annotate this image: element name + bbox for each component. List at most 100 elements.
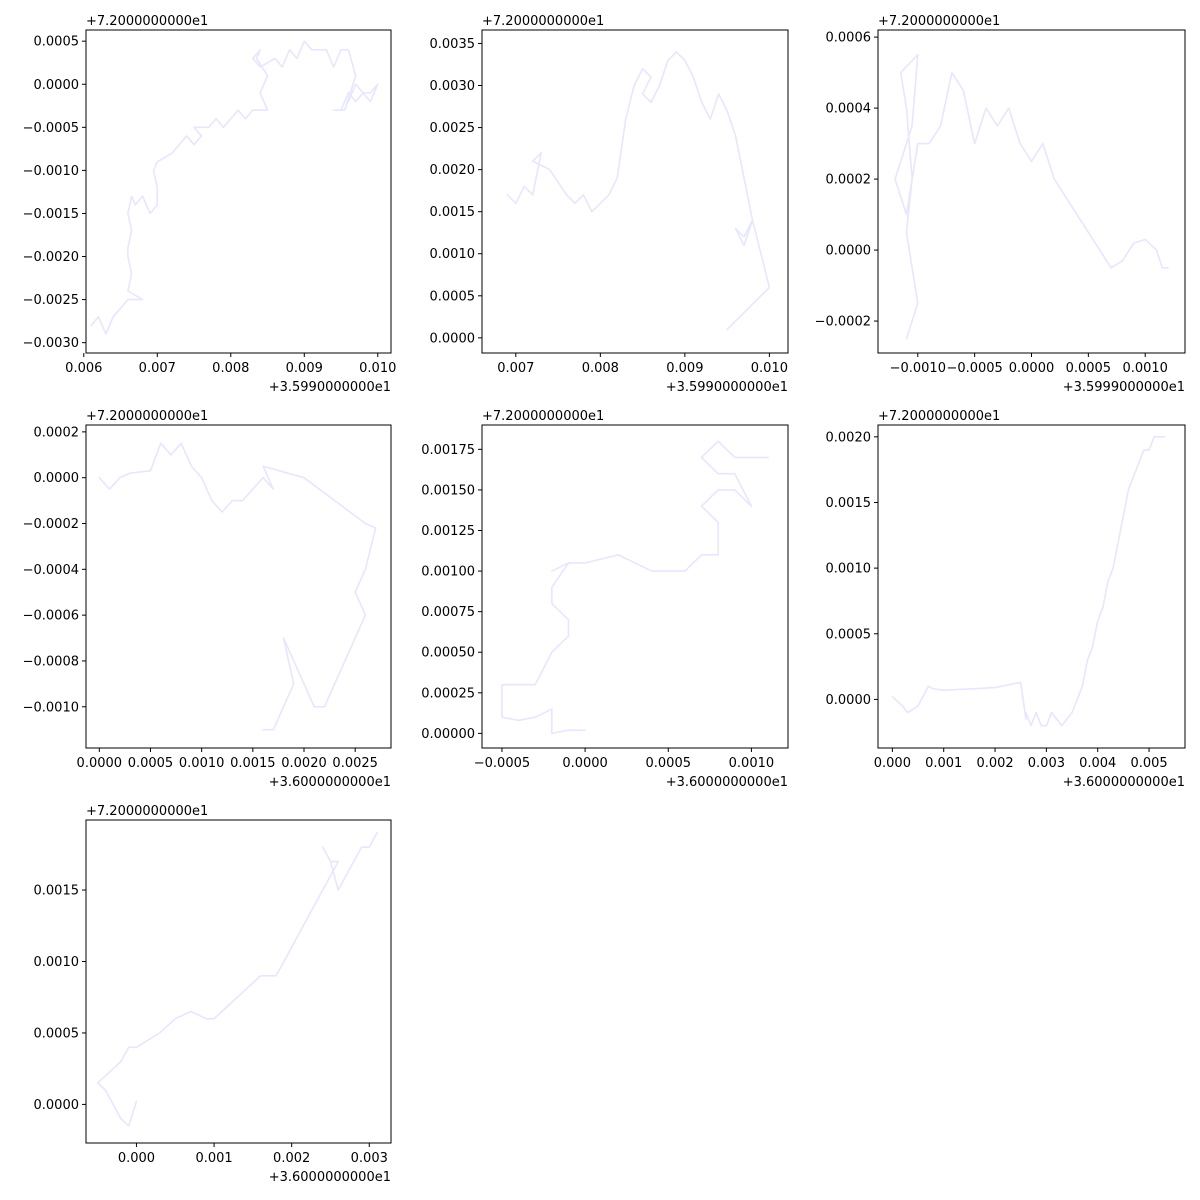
y-tick-label: −0.0005 xyxy=(23,121,79,136)
y-tick-label: 0.0000 xyxy=(826,693,872,708)
x-tick-label: 0.000 xyxy=(118,1151,155,1166)
x-tick-label: 0.0005 xyxy=(646,756,692,771)
y-tick-label: 0.0015 xyxy=(430,205,476,220)
y-tick-label: −0.0010 xyxy=(23,164,79,179)
y-tick-label: −0.0008 xyxy=(23,654,79,669)
x-tick-label: 0.008 xyxy=(212,361,249,376)
series-line xyxy=(891,436,1166,727)
x-tick-label: −0.0010 xyxy=(890,361,946,376)
y-tick-label: 0.00075 xyxy=(421,605,475,620)
y-tick-label: 0.0002 xyxy=(826,173,872,188)
y-tick-label: 0.0030 xyxy=(430,79,476,94)
x-offset-label: +3.5990000000e1 xyxy=(666,380,788,395)
y-tick-label: 0.0010 xyxy=(430,247,476,262)
y-tick-label: 0.00050 xyxy=(421,646,475,661)
y-tick-label: −0.0004 xyxy=(23,563,79,578)
subplot-1: 0.006 0.007 0.008 0.009 0.010 0.0005 0.0000 −0.… xyxy=(23,14,397,395)
y-tick-label: 0.00150 xyxy=(421,483,475,498)
y-tick-label: −0.0006 xyxy=(23,609,79,624)
x-tick-label: 0.002 xyxy=(273,1151,310,1166)
y-tick-label: 0.0010 xyxy=(826,562,872,577)
y-tick-label: 0.0020 xyxy=(826,430,872,445)
axes-frame xyxy=(877,424,1186,749)
y-tick-label: 0.0035 xyxy=(430,37,476,52)
y-tick-label: 0.0000 xyxy=(34,78,80,93)
y-offset-label: +7.2000000000e1 xyxy=(86,14,208,29)
subplot-grid: 0.006 0.007 0.008 0.009 0.0100.00050.0000−0.… xyxy=(23,14,1186,1185)
x-tick-label: 0.0015 xyxy=(230,756,276,771)
y-tick-label: 0.0020 xyxy=(430,163,476,178)
x-tick-label: 0.009 xyxy=(666,361,703,376)
y-tick-label: −0.0010 xyxy=(23,700,79,715)
y-tick-label: 0.0025 xyxy=(430,121,476,136)
x-tick-label: −0.0005 xyxy=(946,361,1002,376)
x-tick-label: 0.004 xyxy=(1079,756,1116,771)
x-tick-label: 0.010 xyxy=(751,361,788,376)
x-tick-label: 0.001 xyxy=(925,756,962,771)
y-tick-label: −0.0030 xyxy=(23,336,79,351)
x-tick-label: 0.0000 xyxy=(77,756,123,771)
x-tick-label: 0.0010 xyxy=(729,756,775,771)
y-tick-label: 0.0004 xyxy=(826,102,872,117)
subplot-6: 0.000 0.001 0.002 0.003 0.004 0.005 0.0020 0.00… xyxy=(826,409,1186,790)
series-line xyxy=(98,442,377,731)
x-tick-label: 0.0005 xyxy=(128,756,174,771)
y-tick-label: 0.0000 xyxy=(34,1098,80,1113)
y-tick-label: 0.00000 xyxy=(421,727,475,742)
axes-frame xyxy=(481,29,789,354)
x-tick-label: 0.002 xyxy=(976,756,1013,771)
y-tick-label: 0.0006 xyxy=(826,31,872,46)
y-tick-label: 0.00100 xyxy=(421,565,475,580)
series-line xyxy=(96,832,378,1127)
y-tick-label: 0.00175 xyxy=(421,443,475,458)
axes-frame xyxy=(85,424,392,749)
x-tick-label: −0.0005 xyxy=(474,756,530,771)
series-line xyxy=(501,440,769,735)
y-tick-label: 0.0015 xyxy=(826,496,872,511)
x-tick-label: 0.0025 xyxy=(332,756,378,771)
series-line xyxy=(90,40,379,335)
x-tick-label: 0.003 xyxy=(351,1151,388,1166)
x-tick-label: 0.007 xyxy=(139,361,176,376)
x-tick-label: 0.008 xyxy=(582,361,619,376)
axes-frame xyxy=(85,819,392,1144)
y-tick-label: 0.0005 xyxy=(34,1026,80,1041)
x-tick-label: 0.0000 xyxy=(1009,361,1055,376)
subplot-5: −0.0005 0.0000 0.0005 0.0010 0.00175 0.00150 0… xyxy=(421,409,789,790)
x-tick-label: 0.007 xyxy=(497,361,534,376)
x-offset-label: +3.6000000000e1 xyxy=(269,775,391,790)
x-tick-label: 0.003 xyxy=(1028,756,1065,771)
y-tick-label: 0.0000 xyxy=(34,471,80,486)
x-offset-label: +3.5990000000e1 xyxy=(269,380,391,395)
x-tick-label: 0.001 xyxy=(195,1151,232,1166)
y-tick-label: 0.00125 xyxy=(421,524,475,539)
y-tick-label: 0.0010 xyxy=(34,955,80,970)
x-offset-label: +3.5999000000e1 xyxy=(1063,380,1185,395)
y-tick-label: 0.0005 xyxy=(826,627,872,642)
x-tick-label: 0.0010 xyxy=(1122,361,1168,376)
x-tick-label: 0.0000 xyxy=(562,756,608,771)
x-tick-label: 0.009 xyxy=(286,361,323,376)
subplot-2: 0.007 0.008 0.009 0.010 0.0035 0.0030 0.0025 0.… xyxy=(430,14,789,395)
y-tick-label: 0.0000 xyxy=(430,331,476,346)
y-offset-label: +7.2000000000e1 xyxy=(482,409,604,424)
x-offset-label: +3.6000000000e1 xyxy=(269,1170,391,1185)
y-tick-label: −0.0002 xyxy=(815,315,871,330)
x-tick-label: 0.0020 xyxy=(281,756,327,771)
subplot-4: 0.0000 0.0005 0.0010 0.0015 0.0020 0.0025 0.00… xyxy=(23,409,392,790)
x-tick-label: 0.0005 xyxy=(1066,361,1112,376)
x-offset-label: +3.6000000000e1 xyxy=(1063,775,1185,790)
y-tick-label: 0.0002 xyxy=(34,425,80,440)
x-tick-label: 0.005 xyxy=(1130,756,1167,771)
x-tick-label: 0.010 xyxy=(359,361,396,376)
series-line xyxy=(894,54,1169,340)
y-offset-label: +7.2000000000e1 xyxy=(86,409,208,424)
y-tick-label: 0.0005 xyxy=(430,289,476,304)
x-offset-label: +3.6000000000e1 xyxy=(666,775,788,790)
y-tick-label: 0.0005 xyxy=(34,35,80,50)
y-tick-label: −0.0025 xyxy=(23,293,79,308)
y-tick-label: −0.0020 xyxy=(23,250,79,265)
subplot-3: −0.0010 −0.0005 0.0000 0.0005 0.0010 0.0006 0.… xyxy=(815,14,1186,395)
y-tick-label: 0.00025 xyxy=(421,686,475,701)
